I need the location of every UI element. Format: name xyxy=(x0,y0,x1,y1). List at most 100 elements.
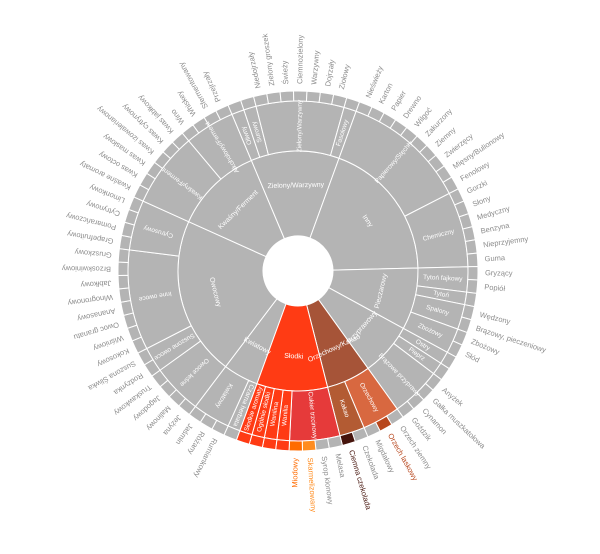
label-kokosowy: Kokosowy xyxy=(96,346,131,369)
label-syrop-klonowy: Syrop klonowy xyxy=(320,456,336,506)
label-anyzek: Anyżek xyxy=(440,386,465,409)
label-ciemna-czekolada: Ciemna czekolada xyxy=(347,449,373,512)
label-benzyna: Benzyna xyxy=(480,220,511,235)
label-migdalowy: Migdałowy xyxy=(373,438,396,474)
label-malinowy: Malinowy xyxy=(145,404,173,433)
label-grapefruitowy: Grapefruitowy xyxy=(66,229,114,245)
label-ziemny: Ziemny xyxy=(433,125,457,148)
label-skarmelizowany: Skarmelizowany xyxy=(306,457,318,512)
label-owoc-granatu: Owoc granatu xyxy=(73,320,120,342)
label-guma: Guma xyxy=(484,253,506,263)
label-kwas-jablkowy: Kwas jabłkowy xyxy=(136,93,176,136)
segment-wanilina-tip[interactable] xyxy=(261,437,278,451)
label-cytrynowy: Cytrynowy xyxy=(85,199,121,218)
label-kwas-octowy: Kwas octowy xyxy=(97,150,139,180)
label-przejrzaly: Przejrzały xyxy=(200,70,222,104)
label-warzywny: Warzywny xyxy=(309,50,321,85)
segment-brzoskwiniowy[interactable] xyxy=(117,261,129,277)
label-wisniowy: Wiśniowy xyxy=(92,333,125,353)
label-brazowy-pieczeniowy: Brązowy, pieczeniowy xyxy=(475,324,548,355)
segment-swiezy[interactable] xyxy=(279,90,295,103)
segment-grapefruitowy[interactable] xyxy=(118,234,132,251)
label-ciemnozielony: Ciemnozielony xyxy=(295,35,305,85)
label-orzech-laskowy: Orzech laskowy xyxy=(386,432,420,483)
label-ziolowy: Ziołowy xyxy=(337,63,352,90)
segment-winogronowy[interactable] xyxy=(118,287,132,303)
segment-niedojrzaly[interactable] xyxy=(252,93,270,107)
label-nieswiezy: Nieświeży xyxy=(364,64,385,99)
label-jablkowy: Jabłkowy xyxy=(80,279,112,290)
segment-guma[interactable] xyxy=(466,252,479,268)
label-wilgoc: Wilgoć xyxy=(413,105,434,128)
segment-syrop-klonowy[interactable] xyxy=(314,437,330,451)
label-gryzacy: Gryzący xyxy=(485,268,513,277)
label-kwasne-aromaty: Kwaśne aromaty xyxy=(78,159,132,192)
label-rozany: Różany xyxy=(186,430,207,457)
label-whiskey: Whiskey xyxy=(175,89,198,118)
label-karton: Karton xyxy=(377,82,395,106)
label-gruszkowy: Gruszkowy xyxy=(74,247,112,259)
label-brzoskwiniowy: Brzoskwiniowy xyxy=(62,264,112,274)
label-jasmin: Jaśmin xyxy=(174,422,195,447)
segment-nieprzyjemny[interactable] xyxy=(464,239,478,255)
label-limonkowy: Limonkowy xyxy=(88,183,126,206)
segment-gryzacy[interactable] xyxy=(467,265,479,281)
label-czekolada: Czekolada xyxy=(360,444,381,481)
label-melasa: Melasa xyxy=(333,453,347,479)
segment-miodowy[interactable] xyxy=(288,440,304,452)
label-niedojrzaly: Niedojrzały xyxy=(246,51,263,89)
label-ananasowy: Ananasowy xyxy=(76,306,116,323)
label-zbozowy: Zbożowy xyxy=(470,337,501,357)
sunburst-rings xyxy=(117,90,479,452)
label-gozdzik: Goździk xyxy=(410,416,434,443)
label-truskawkowy: Truskawkowy xyxy=(112,383,153,418)
label-kwas-cytrynowy: Kwas cytrynowy xyxy=(120,102,165,146)
segment-gruszkowy[interactable] xyxy=(117,248,130,264)
segment-slodkie-aromaty-tip[interactable] xyxy=(235,430,253,445)
label-drewno: Drewno xyxy=(401,94,423,120)
segment-zielony-warzywny[interactable] xyxy=(255,100,345,157)
label-kwas-maslowy: Kwas masłowy xyxy=(101,132,147,168)
segment-warzywny[interactable] xyxy=(305,90,321,103)
label-gorzki: Gorzki xyxy=(465,178,489,195)
segment-zielony-groszek[interactable] xyxy=(266,91,282,105)
label-miodowy: Miodowy xyxy=(290,458,299,488)
label-orzech-ziemny: Orzech ziemny xyxy=(398,424,433,471)
label-popiol: Popiół xyxy=(484,282,506,293)
segment-jablkowy[interactable] xyxy=(117,274,130,290)
label-suszona-sliwka: Suszona Śliwka xyxy=(86,359,137,393)
label-swiezy: Świeży xyxy=(280,60,290,85)
label-wedzony: Wędzony xyxy=(479,310,512,326)
label-jagodowy: Jagodowy xyxy=(131,394,162,424)
label-galka-muszkatolowa: Gałka muszkatołowa xyxy=(431,396,488,451)
label-wino: Wino xyxy=(169,107,187,126)
label-rodzynka: Rodzynka xyxy=(112,371,145,397)
label-slony: Słony xyxy=(471,193,492,208)
label-jezyna: Jeżyna xyxy=(161,413,184,438)
label-rumiankowy: Rumiankowy xyxy=(192,437,219,480)
label-papier: Papier xyxy=(389,89,408,113)
label-zielony-groszek: Zielony groszek xyxy=(260,33,276,87)
label-zakurzony: Zakurzony xyxy=(423,107,454,139)
segment-skarmelizowany[interactable] xyxy=(301,439,317,452)
label-fenolowy: Fenolowy xyxy=(459,159,492,183)
segment-ananasowy[interactable] xyxy=(120,299,134,317)
label-cynamon: Cynamon xyxy=(421,406,449,436)
label-pomaranczowy: Pomarańczowy xyxy=(65,211,117,232)
label-nieprzyjemny: Nieprzyjemny xyxy=(483,234,529,249)
segment-ciemnozielony[interactable] xyxy=(292,90,308,102)
label-sfermentowany: Sfermentowany xyxy=(177,60,210,110)
label-kwas-izowalerianowy: Kwas izowalerianowy xyxy=(95,104,156,156)
label-slod: Słód xyxy=(464,350,481,365)
label-medyczny: Medyczny xyxy=(476,204,511,222)
segment-tyton-tip[interactable] xyxy=(464,291,478,308)
label-dojrzaly: Dojrzały xyxy=(323,59,336,87)
label-winogronowy: Winogronowy xyxy=(67,293,113,308)
segment-dojrzaly[interactable] xyxy=(318,91,335,105)
label-miesny-bulionowy: Mięsny/Bulionowy xyxy=(451,130,506,171)
segment-popiol[interactable] xyxy=(466,278,479,294)
segment-wanilia-tip[interactable] xyxy=(275,439,291,452)
segment-benzyna[interactable] xyxy=(462,225,476,243)
segment-melasa[interactable] xyxy=(326,435,344,449)
